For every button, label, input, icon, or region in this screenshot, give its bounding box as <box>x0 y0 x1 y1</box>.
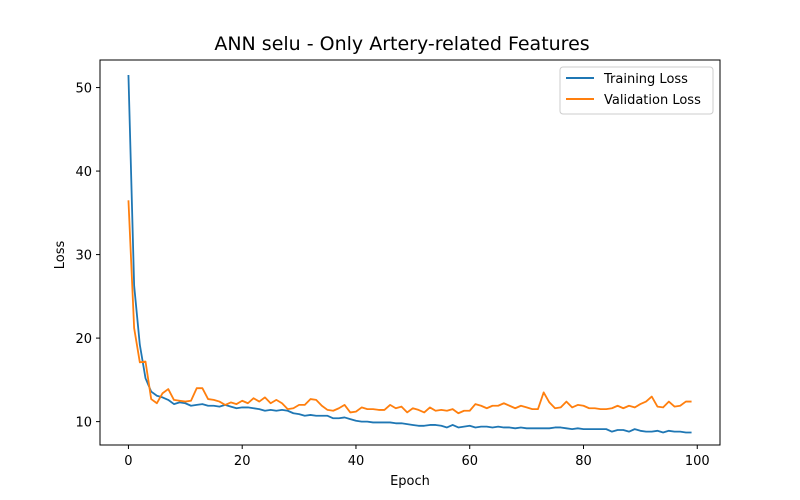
series-line-training-loss <box>127 75 692 434</box>
y-tick-label: 10 <box>75 416 92 431</box>
y-axis: 10 20 30 40 50 <box>75 82 100 431</box>
y-tick-label: 20 <box>75 332 92 347</box>
y-axis-label: Loss <box>53 241 68 270</box>
x-tick-label: 20 <box>234 454 251 469</box>
x-tick-label: 60 <box>461 454 478 469</box>
legend-label-validation-loss: Validation Loss <box>604 93 701 108</box>
series-line-validation-loss <box>127 200 692 415</box>
y-tick-label: 30 <box>75 249 92 264</box>
y-tick-label: 50 <box>75 82 92 97</box>
series-layer <box>127 75 692 434</box>
x-axis: 0 20 40 60 80 100 <box>124 445 710 469</box>
x-tick-label: 100 <box>685 454 710 469</box>
x-tick-label: 0 <box>124 454 132 469</box>
legend-label-training-loss: Training Loss <box>603 72 688 87</box>
y-tick-label: 40 <box>75 165 92 180</box>
x-axis-label: Epoch <box>390 474 430 489</box>
chart-title: ANN selu - Only Artery-related Features <box>214 33 589 55</box>
x-tick-label: 40 <box>348 454 365 469</box>
legend: Training Loss Validation Loss <box>559 66 714 115</box>
legend-box <box>559 66 714 115</box>
x-tick-label: 80 <box>575 454 592 469</box>
plot-area-frame <box>99 59 721 446</box>
